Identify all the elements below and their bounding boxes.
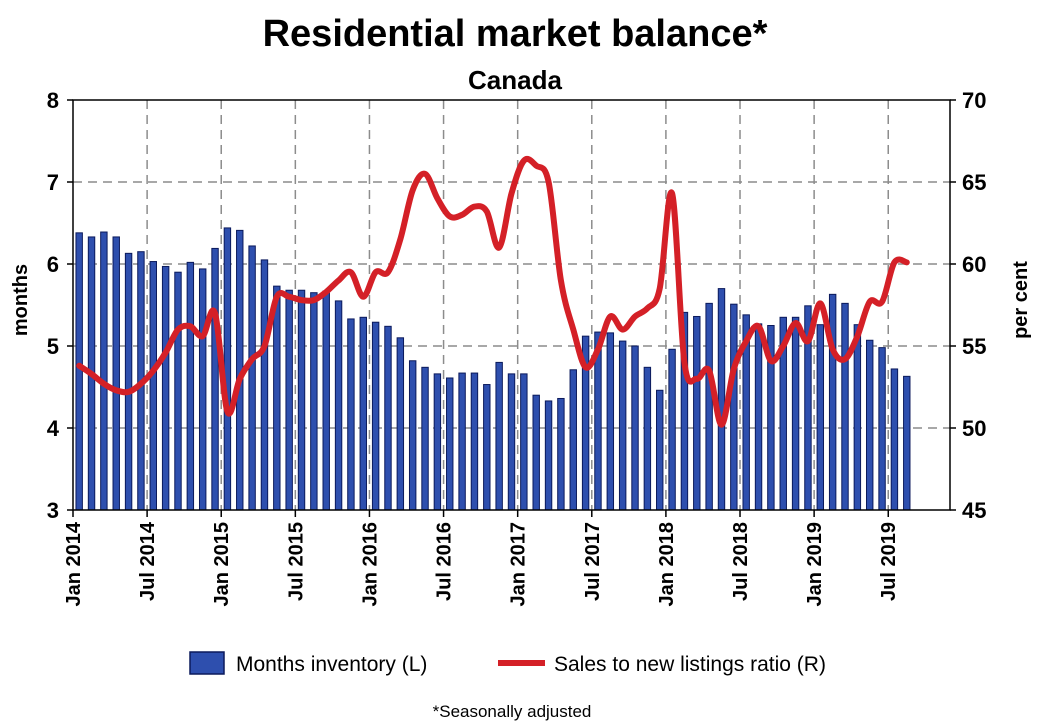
x-axis-ticks: Jan 2014 Jul 2014 Jan 2015 Jul 2015 Jan 2016… bbox=[63, 510, 900, 607]
bar bbox=[483, 384, 491, 511]
bar bbox=[606, 332, 615, 511]
bar bbox=[878, 347, 886, 511]
bar bbox=[717, 288, 726, 511]
bar bbox=[421, 366, 429, 511]
bar bbox=[334, 300, 343, 511]
bar bbox=[174, 271, 182, 511]
left-tick-label: 5 bbox=[47, 334, 59, 359]
bar bbox=[186, 261, 195, 511]
right-tick-label: 70 bbox=[962, 88, 986, 113]
bar bbox=[458, 372, 466, 511]
bar bbox=[75, 232, 83, 511]
chart-title: Residential market balance* bbox=[263, 13, 768, 55]
bar bbox=[198, 268, 207, 511]
x-tick-label: Jan 2017 bbox=[508, 522, 530, 607]
bar bbox=[544, 400, 553, 511]
legend-bar-label: Months inventory (L) bbox=[236, 653, 427, 676]
bar bbox=[223, 227, 232, 511]
x-tick-label: Jul 2016 bbox=[434, 522, 456, 601]
bar bbox=[384, 325, 392, 511]
bar bbox=[371, 321, 380, 511]
bars-series bbox=[75, 227, 911, 511]
bar bbox=[532, 394, 540, 511]
bar bbox=[841, 302, 849, 511]
bar bbox=[853, 324, 862, 511]
bar bbox=[124, 252, 133, 511]
bar bbox=[791, 316, 800, 511]
bar bbox=[569, 369, 577, 511]
bar bbox=[557, 397, 565, 511]
bar bbox=[433, 373, 442, 511]
bar bbox=[495, 361, 503, 511]
bar bbox=[507, 373, 516, 511]
bar bbox=[470, 372, 479, 511]
bar bbox=[408, 360, 417, 511]
x-tick-label: Jan 2019 bbox=[804, 522, 826, 607]
bar bbox=[903, 375, 911, 511]
x-tick-label: Jan 2014 bbox=[63, 521, 85, 606]
legend: Months inventory (L) Sales to new listin… bbox=[189, 651, 826, 676]
right-axis-label: per cent bbox=[1010, 261, 1032, 339]
bar bbox=[273, 285, 281, 511]
bar bbox=[754, 323, 763, 511]
bar bbox=[865, 339, 874, 511]
legend-bar-swatch bbox=[189, 651, 225, 675]
x-tick-label: Jul 2018 bbox=[730, 522, 752, 601]
legend-line-label: Sales to new listings ratio (R) bbox=[554, 653, 826, 676]
bar bbox=[359, 316, 367, 511]
left-tick-label: 6 bbox=[47, 252, 59, 277]
left-tick-label: 7 bbox=[47, 170, 59, 195]
bar bbox=[631, 345, 639, 511]
right-tick-label: 65 bbox=[962, 170, 986, 195]
bar bbox=[211, 247, 219, 511]
bar bbox=[730, 303, 738, 511]
bar bbox=[643, 366, 652, 511]
bar bbox=[396, 337, 405, 511]
x-tick-label: Jul 2015 bbox=[285, 522, 307, 601]
bar bbox=[668, 348, 676, 511]
bar bbox=[520, 373, 528, 511]
x-tick-label: Jan 2018 bbox=[656, 522, 678, 607]
bar bbox=[705, 302, 713, 511]
bar bbox=[161, 265, 170, 511]
bar bbox=[285, 289, 293, 511]
ratio-line bbox=[76, 156, 910, 428]
left-tick-label: 4 bbox=[47, 416, 60, 441]
bar bbox=[322, 290, 330, 511]
bar bbox=[693, 315, 701, 511]
bar bbox=[828, 293, 837, 511]
bar bbox=[149, 261, 158, 511]
footnote: *Seasonally adjusted bbox=[433, 702, 592, 721]
right-tick-label: 55 bbox=[962, 334, 986, 359]
bar bbox=[890, 368, 899, 511]
chart-subtitle: Canada bbox=[468, 65, 562, 95]
x-tick-label: Jul 2014 bbox=[137, 521, 159, 601]
bar bbox=[347, 318, 355, 511]
right-tick-label: 45 bbox=[962, 498, 986, 523]
left-axis-ticks: 3 4 5 6 7 8 bbox=[47, 88, 73, 523]
bar bbox=[618, 340, 627, 511]
bar bbox=[260, 259, 269, 511]
x-tick-label: Jul 2017 bbox=[582, 522, 604, 601]
right-tick-label: 50 bbox=[962, 416, 986, 441]
left-axis-label: months bbox=[10, 264, 32, 336]
x-tick-label: Jul 2019 bbox=[878, 522, 900, 601]
bar bbox=[297, 289, 306, 511]
plot-frame bbox=[72, 99, 951, 511]
x-tick-label: Jan 2016 bbox=[360, 522, 382, 607]
bar bbox=[816, 324, 825, 511]
left-tick-label: 8 bbox=[47, 88, 59, 113]
bar bbox=[100, 231, 108, 511]
bar bbox=[310, 292, 318, 511]
left-tick-label: 3 bbox=[47, 498, 59, 523]
right-tick-label: 60 bbox=[962, 252, 986, 277]
bar bbox=[446, 377, 454, 511]
bar bbox=[656, 389, 664, 511]
bar bbox=[112, 236, 120, 511]
x-tick-label: Jan 2015 bbox=[211, 522, 233, 607]
bar bbox=[248, 245, 256, 511]
right-axis-ticks: 45 50 55 60 65 70 bbox=[950, 88, 986, 523]
